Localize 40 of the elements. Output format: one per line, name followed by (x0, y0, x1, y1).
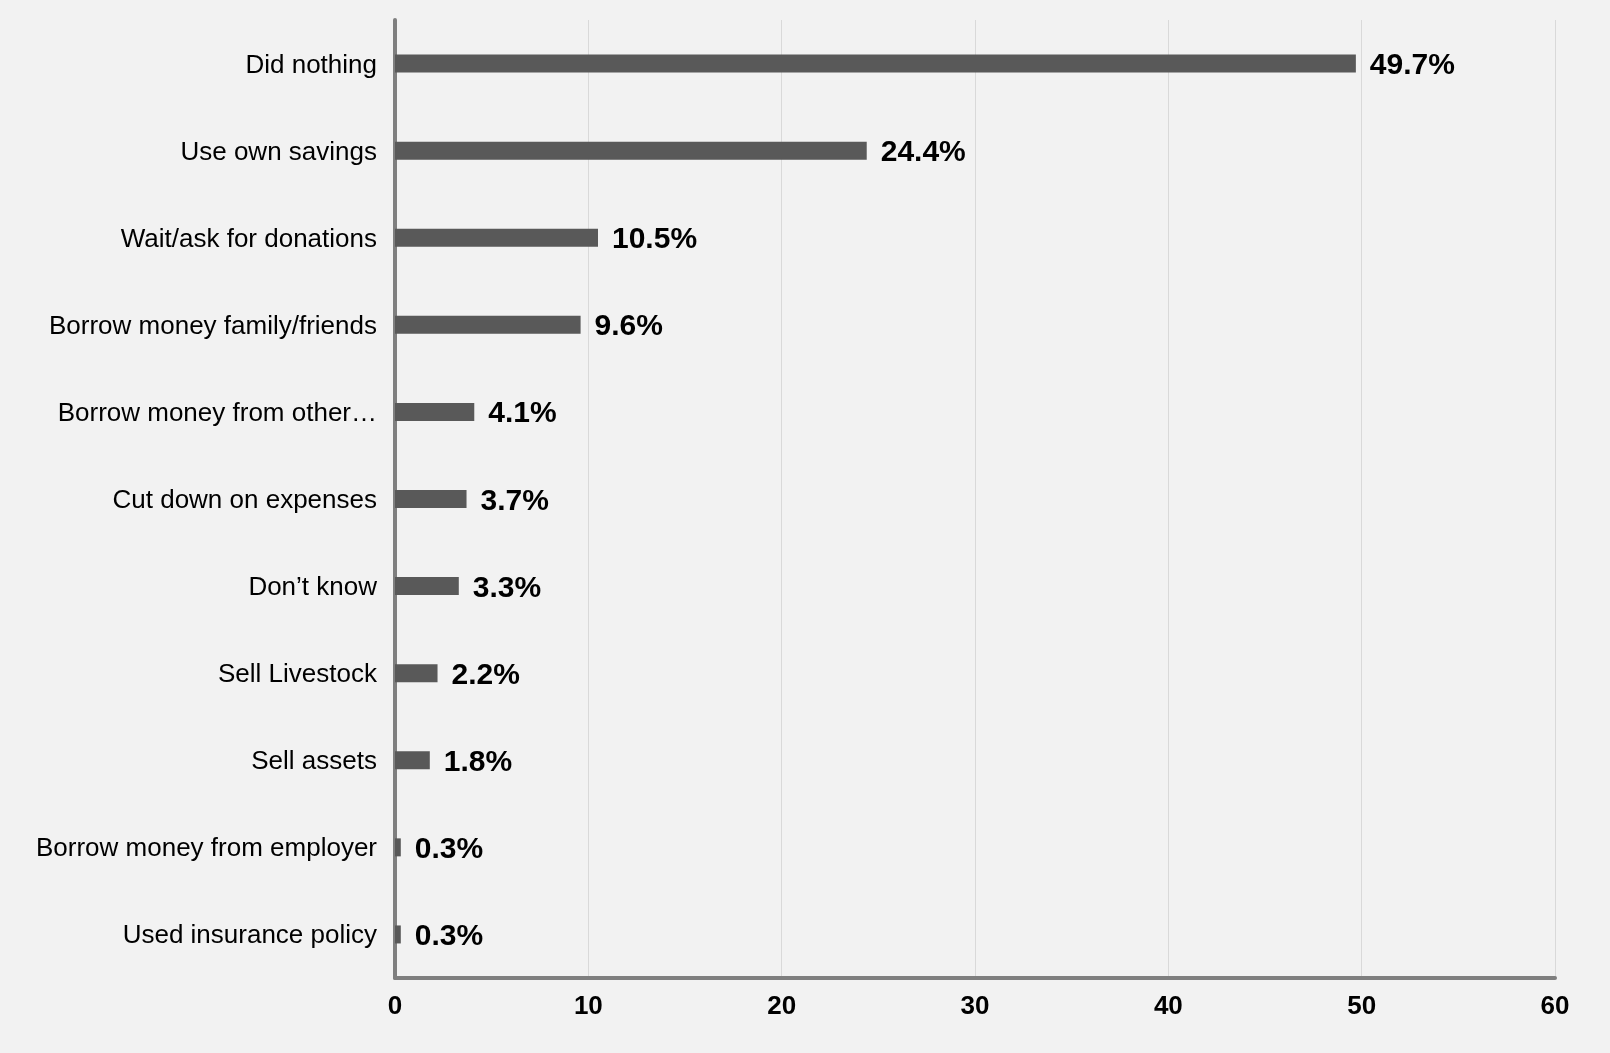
x-tick-label: 0 (387, 990, 403, 1020)
y-tick-label: Use own savings (180, 135, 377, 166)
y-tick-label: Borrow money from other… (57, 396, 377, 427)
y-tick-label: Did nothing (245, 48, 377, 79)
x-tick-label: 30 (960, 990, 990, 1020)
bar (395, 751, 430, 770)
bar (395, 228, 598, 247)
x-tick-label: 50 (1347, 990, 1377, 1020)
y-tick-label: Sell Livestock (218, 658, 378, 689)
bar (395, 490, 467, 508)
bar (395, 577, 459, 596)
x-tick-label: 60 (1540, 990, 1570, 1020)
bar (395, 402, 475, 421)
data-label: 0.3% (414, 917, 484, 951)
bar (395, 315, 581, 334)
bar (395, 925, 401, 944)
y-tick-label: Sell assets (251, 745, 377, 776)
data-label: 2.2% (451, 656, 520, 690)
x-tick-label: 20 (767, 990, 797, 1020)
data-label: 1.8% (443, 743, 513, 777)
data-label: 0.3% (414, 830, 484, 864)
y-tick-label: Cut down on expenses (112, 484, 377, 514)
bar (395, 54, 1356, 73)
data-label: 9.6% (594, 308, 663, 342)
data-label: 10.5% (612, 221, 698, 255)
y-tick-label: Borrow money family/friends (49, 309, 377, 340)
bar (395, 838, 401, 857)
x-tick-label: 40 (1153, 990, 1183, 1020)
y-tick-label: Don’t know (248, 571, 378, 602)
y-tick-label: Wait/ask for donations (120, 222, 377, 253)
data-label: 4.1% (488, 395, 557, 429)
bar (395, 664, 438, 683)
y-tick-label: Borrow money from employer (36, 832, 378, 863)
x-tick-label: 10 (573, 990, 603, 1020)
data-label: 3.3% (472, 569, 542, 603)
data-label: 24.4% (880, 134, 966, 168)
data-label: 49.7% (1369, 47, 1455, 81)
bar (395, 141, 867, 160)
data-label: 3.7% (480, 482, 549, 516)
y-tick-label: Used insurance policy (122, 919, 377, 950)
